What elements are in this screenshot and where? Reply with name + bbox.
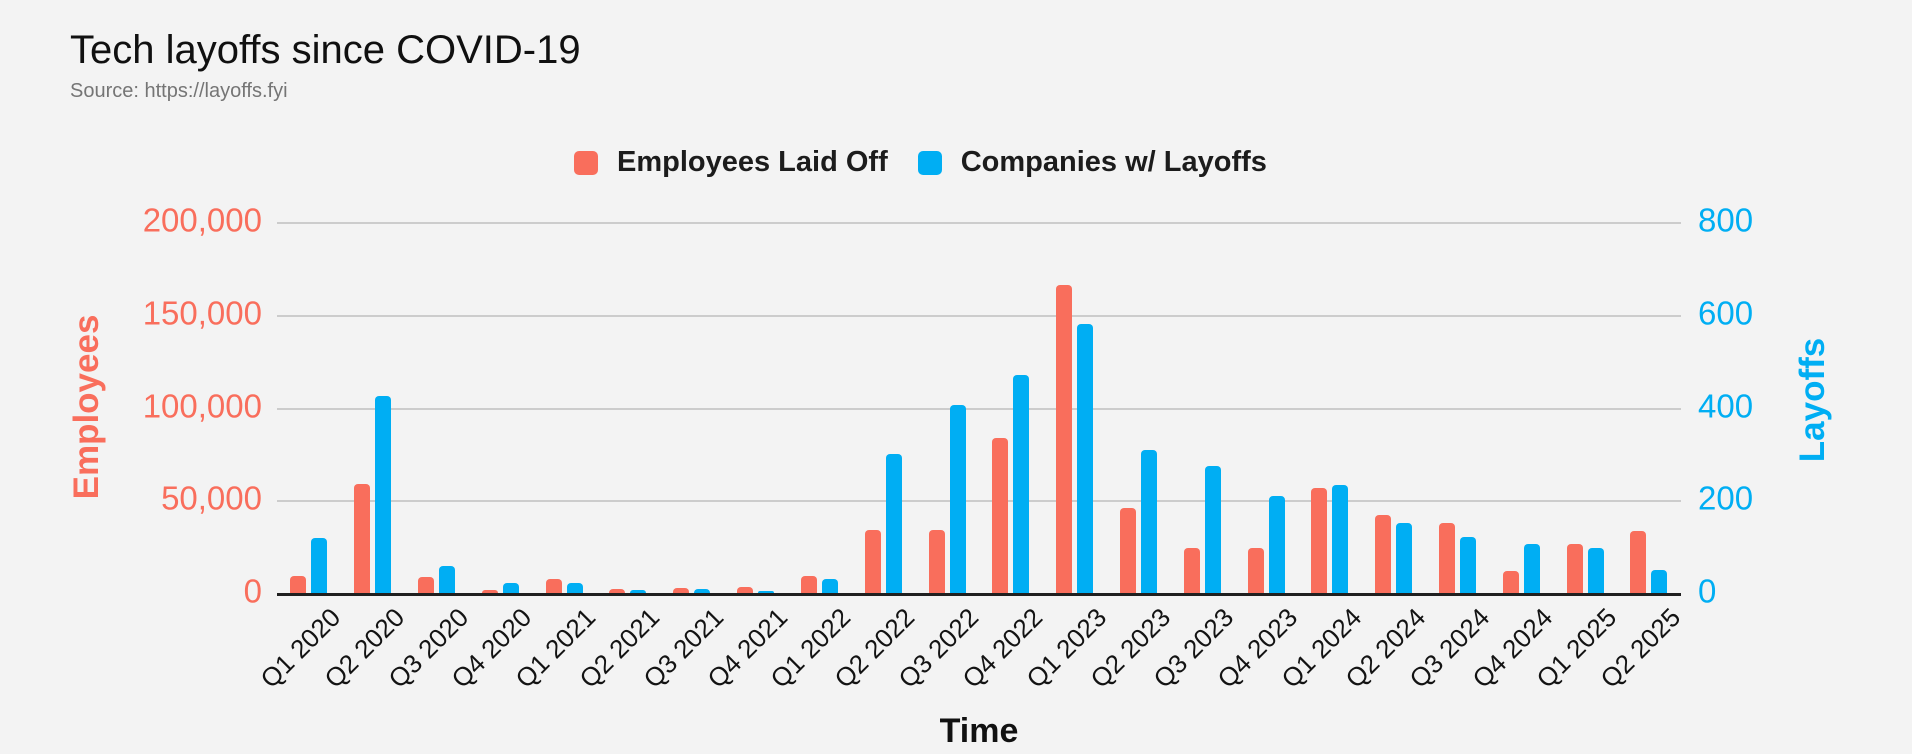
right-axis-tick: 0 [1698,572,1717,610]
companies-bar [566,583,583,593]
companies-bar [694,588,711,593]
bar-group [1170,222,1234,593]
legend-item-employees: Employees Laid Off [574,146,888,179]
left-axis-tick: 50,000 [161,479,262,517]
left-axis-title: Employees [67,314,106,500]
employees-bar [418,576,435,593]
employees-bar [1439,523,1456,593]
bar-group [1362,222,1426,593]
companies-bar [1460,537,1477,593]
chart-source: Source: https://layoffs.fyi [70,80,288,102]
companies-bar [1140,450,1157,593]
companies-bar [439,566,456,593]
bar-group [851,222,915,593]
bar-group [1553,222,1617,593]
employees-bar [1119,508,1136,593]
companies-bar [1204,466,1221,593]
right-axis-title: Layoffs [1793,337,1832,463]
employees-bar [992,438,1009,593]
companies-bar [821,578,838,593]
companies-bar [630,590,647,593]
employees-bar [481,590,498,593]
legend-item-companies: Companies w/ Layoffs [917,146,1267,179]
left-axis-tick: 0 [243,572,262,610]
bar-group [532,222,596,593]
bar-group [660,222,724,593]
bar-group [1489,222,1553,593]
companies-bar [758,591,775,593]
bar-group [1107,222,1171,593]
legend-label-companies: Companies w/ Layoffs [960,146,1267,178]
companies-bar [949,404,966,593]
x-axis-line [277,593,1681,596]
right-axis-tick: 200 [1698,479,1754,517]
gridline [277,314,1681,317]
bar-group [341,222,405,593]
employees-bar [1056,285,1073,593]
bar-group [1234,222,1298,593]
legend: Employees Laid Off Companies w/ Layoffs [574,146,1267,179]
plot-area [277,222,1681,596]
bar-group [788,222,852,593]
left-axis-tick: 200,000 [142,201,262,239]
employees-bar [1311,488,1328,593]
legend-label-employees: Employees Laid Off [617,146,888,178]
employees-bar [545,579,562,593]
gridline [277,222,1681,224]
left-axis-tick: 150,000 [142,294,262,332]
employees-bar [1566,544,1583,593]
employees-bar [864,529,881,593]
employees-bar [1247,548,1264,593]
companies-bar [1268,496,1285,593]
employees-bar [1630,531,1647,593]
companies-bar [311,538,328,593]
chart-title: Tech layoffs since COVID-19 [70,28,581,72]
companies-bar [1587,548,1604,593]
bar-group [1298,222,1362,593]
companies-bar [1013,374,1030,593]
bar-group [405,222,469,593]
bar-group [1426,222,1490,593]
bar-group [915,222,979,593]
companies-bar [1396,522,1413,593]
companies-bar [885,453,902,593]
companies-bar [1332,484,1349,593]
employees-bar [1375,515,1392,593]
employees-bar [737,587,754,593]
companies-bar [1077,324,1094,593]
companies-bar [502,582,519,593]
bar-group [979,222,1043,593]
bar-group [724,222,788,593]
gridline [277,407,1681,410]
right-axis-tick: 400 [1698,386,1754,424]
employees-bar [1502,571,1519,593]
employees-bar [800,575,817,593]
employees-bar [290,576,307,593]
right-axis-tick: 800 [1698,201,1754,239]
companies-bar [1651,570,1668,593]
bar-groups [277,222,1681,593]
bar-group [596,222,660,593]
employees-bar [1183,548,1200,593]
bar-group [1043,222,1107,593]
left-axis-tick: 100,000 [142,386,262,424]
employees-bar [673,588,690,593]
bar-group [468,222,532,593]
employees-swatch-icon [574,150,598,175]
companies-bar [375,396,392,593]
companies-bar [1523,544,1540,593]
x-axis-title: Time [939,712,1019,750]
employees-bar [609,588,626,593]
bar-group [1617,222,1681,593]
companies-swatch-icon [917,150,942,175]
right-axis-tick: 600 [1698,294,1754,332]
employees-bar [354,484,371,593]
gridline [277,500,1681,503]
bar-group [277,222,341,593]
employees-bar [928,529,945,593]
